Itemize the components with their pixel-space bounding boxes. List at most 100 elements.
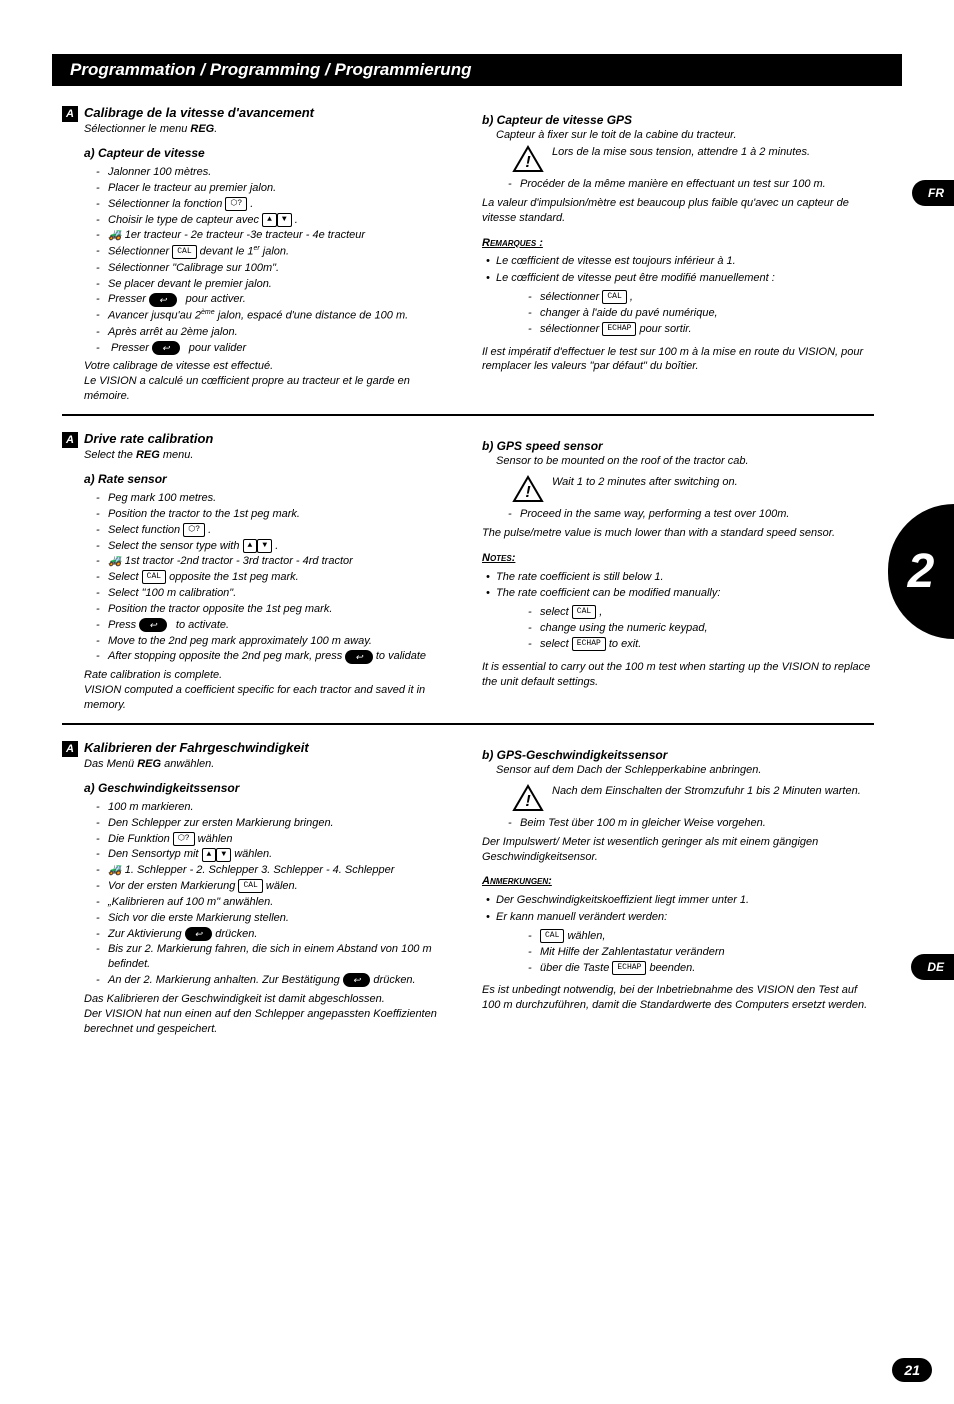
- help-key: ⬡?: [173, 832, 195, 846]
- list-item: Beim Test über 100 m in gleicher Weise v…: [520, 816, 874, 831]
- page-number: 21: [892, 1358, 932, 1382]
- list-item: CAL wählen,: [540, 929, 874, 944]
- gb-title: Drive rate calibration: [84, 431, 213, 446]
- chapter-number: 2: [888, 504, 954, 639]
- gb-b-title: b) GPS speed sensor: [482, 438, 874, 454]
- list-item: Proceed in the same way, performing a te…: [520, 507, 874, 522]
- list-item: Après arrêt au 2ème jalon.: [108, 325, 454, 340]
- list-item: Choisir le type de capteur avec ▲▼ .: [108, 213, 454, 228]
- list-item: sélectionner ECHAP pour sortir.: [540, 322, 874, 337]
- list-item: 🚜 1. Schlepper - 2. Schlepper 3. Schlepp…: [108, 863, 454, 878]
- list-item: Placer le tracteur au premier jalon.: [108, 181, 454, 196]
- cal-key: CAL: [572, 605, 596, 619]
- text: Der Impulswert/ Meter ist wesentlich ger…: [482, 835, 874, 865]
- page-header: Programmation / Programming / Programmie…: [52, 54, 902, 86]
- cal-key: CAL: [238, 879, 262, 893]
- text: Sensor auf dem Dach der Schlepperkabine …: [496, 763, 874, 778]
- list-item: Presser ↩ pour valider: [108, 341, 454, 356]
- list-item: Se placer devant le premier jalon.: [108, 277, 454, 292]
- bullet-item: The rate coefficient is still below 1.: [486, 570, 874, 585]
- list-item: „Kalibrieren auf 100 m" anwählen.: [108, 895, 454, 910]
- fr-a-title: a) Capteur de vitesse: [84, 145, 454, 161]
- down-key: ▼: [216, 848, 231, 862]
- marker-a: A: [62, 741, 78, 757]
- text: Votre calibrage de vitesse est effectué.: [84, 359, 454, 374]
- text: The pulse/metre value is much lower than…: [482, 526, 874, 541]
- warning-icon: !: [512, 145, 544, 173]
- list-item: Den Schlepper zur ersten Markierung brin…: [108, 816, 454, 831]
- bullet-item: Der Geschwindigkeitskoeffizient liegt im…: [486, 893, 874, 908]
- list-item: select CAL ,: [540, 605, 874, 620]
- list-item: Vor der ersten Markierung CAL wälen.: [108, 879, 454, 894]
- enter-key: ↩: [345, 650, 373, 664]
- text: Le VISION a calculé un cœfficient propre…: [84, 374, 454, 404]
- list-item: change using the numeric keypad,: [540, 621, 874, 636]
- text: Das Kalibrieren der Geschwindigkeit ist …: [84, 992, 454, 1007]
- enter-key: ↩: [152, 341, 180, 355]
- list-item: sélectionner CAL ,: [540, 290, 874, 305]
- up-key: ▲: [243, 539, 258, 553]
- echap-key: ECHAP: [572, 637, 606, 651]
- echap-key: ECHAP: [602, 322, 636, 336]
- tab-de: DE: [911, 954, 954, 980]
- de-select: Das Menü REG anwählen.: [84, 757, 454, 772]
- fr-select: Sélectionner le menu REG.: [84, 122, 454, 137]
- help-key: ⬡?: [225, 197, 247, 211]
- list-item: Avancer jusqu'au 2ème jalon, espacé d'un…: [108, 308, 454, 324]
- up-key: ▲: [262, 213, 277, 227]
- svg-text:!: !: [525, 154, 531, 171]
- section-gb: ADrive rate calibration Select the REG m…: [62, 430, 874, 725]
- warning-icon: !: [512, 784, 544, 812]
- list-item: Position the tractor to the 1st peg mark…: [108, 507, 454, 522]
- list-item: Move to the 2nd peg mark approximately 1…: [108, 634, 454, 649]
- list-item: changer à l'aide du pavé numérique,: [540, 306, 874, 321]
- list-item: Mit Hilfe der Zahlentastatur verändern: [540, 945, 874, 960]
- text: Es ist unbedingt notwendig, bei der Inbe…: [482, 983, 874, 1013]
- text: It is essential to carry out the 100 m t…: [482, 660, 874, 690]
- marker-a: A: [62, 106, 78, 122]
- svg-text:!: !: [525, 793, 531, 810]
- list-item: Jalonner 100 mètres.: [108, 165, 454, 180]
- list-item: Den Sensortyp mit ▲▼ wählen.: [108, 847, 454, 862]
- list-item: select ECHAP to exit.: [540, 637, 874, 652]
- text: Der VISION hat nun einen auf den Schlepp…: [84, 1007, 454, 1037]
- text: Rate calibration is complete.: [84, 668, 454, 683]
- list-item: Sich vor die erste Markierung stellen.: [108, 911, 454, 926]
- list-item: 🚜 1er tracteur - 2e tracteur -3e tracteu…: [108, 228, 454, 243]
- list-item: 🚜 1st tractor -2nd tractor - 3rd tractor…: [108, 554, 454, 569]
- list-item: Sélectionner la fonction ⬡? .: [108, 197, 454, 212]
- list-item: Zur Aktivierung ↩ drücken.: [108, 927, 454, 942]
- list-item: über die Taste ECHAP beenden.: [540, 961, 874, 976]
- warning-text: Wait 1 to 2 minutes after switching on.: [552, 475, 738, 503]
- warning-icon: !: [512, 475, 544, 503]
- remarks-heading: Notes:: [482, 551, 874, 566]
- warning-text: Nach dem Einschalten der Stromzufuhr 1 b…: [552, 784, 861, 812]
- list-item: Select "100 m calibration".: [108, 586, 454, 601]
- de-b-title: b) GPS-Geschwindigkeitssensor: [482, 747, 874, 763]
- list-item: 100 m markieren.: [108, 800, 454, 815]
- remarks-heading: Anmerkungen:: [482, 874, 874, 889]
- fr-title: Calibrage de la vitesse d'avancement: [84, 105, 314, 120]
- text: La valeur d'impulsion/mètre est beaucoup…: [482, 196, 874, 226]
- cal-key: CAL: [142, 570, 166, 584]
- list-item: After stopping opposite the 2nd peg mark…: [108, 649, 454, 664]
- list-item: Procéder de la même manière en effectuan…: [520, 177, 874, 192]
- list-item: An der 2. Markierung anhalten. Zur Bestä…: [108, 973, 454, 988]
- help-key: ⬡?: [183, 523, 205, 537]
- fr-b-title: b) Capteur de vitesse GPS: [482, 112, 874, 128]
- list-item: Sélectionner CAL devant le 1er jalon.: [108, 244, 454, 260]
- list-item: Peg mark 100 metres.: [108, 491, 454, 506]
- warning-text: Lors de la mise sous tension, attendre 1…: [552, 145, 810, 173]
- down-key: ▼: [257, 539, 272, 553]
- text: Il est impératif d'effectuer le test sur…: [482, 345, 874, 375]
- text: Sensor to be mounted on the roof of the …: [496, 454, 874, 469]
- list-item: Select CAL opposite the 1st peg mark.: [108, 570, 454, 585]
- de-title: Kalibrieren der Fahrgeschwindigkeit: [84, 740, 309, 755]
- bullet-item: Le cœfficient de vitesse est toujours in…: [486, 254, 874, 269]
- cal-key: CAL: [602, 290, 626, 304]
- svg-text:!: !: [525, 484, 531, 501]
- down-key: ▼: [277, 213, 292, 227]
- de-a-title: a) Geschwindigkeitssensor: [84, 780, 454, 796]
- enter-key: ↩: [149, 293, 177, 307]
- gb-select: Select the REG menu.: [84, 448, 454, 463]
